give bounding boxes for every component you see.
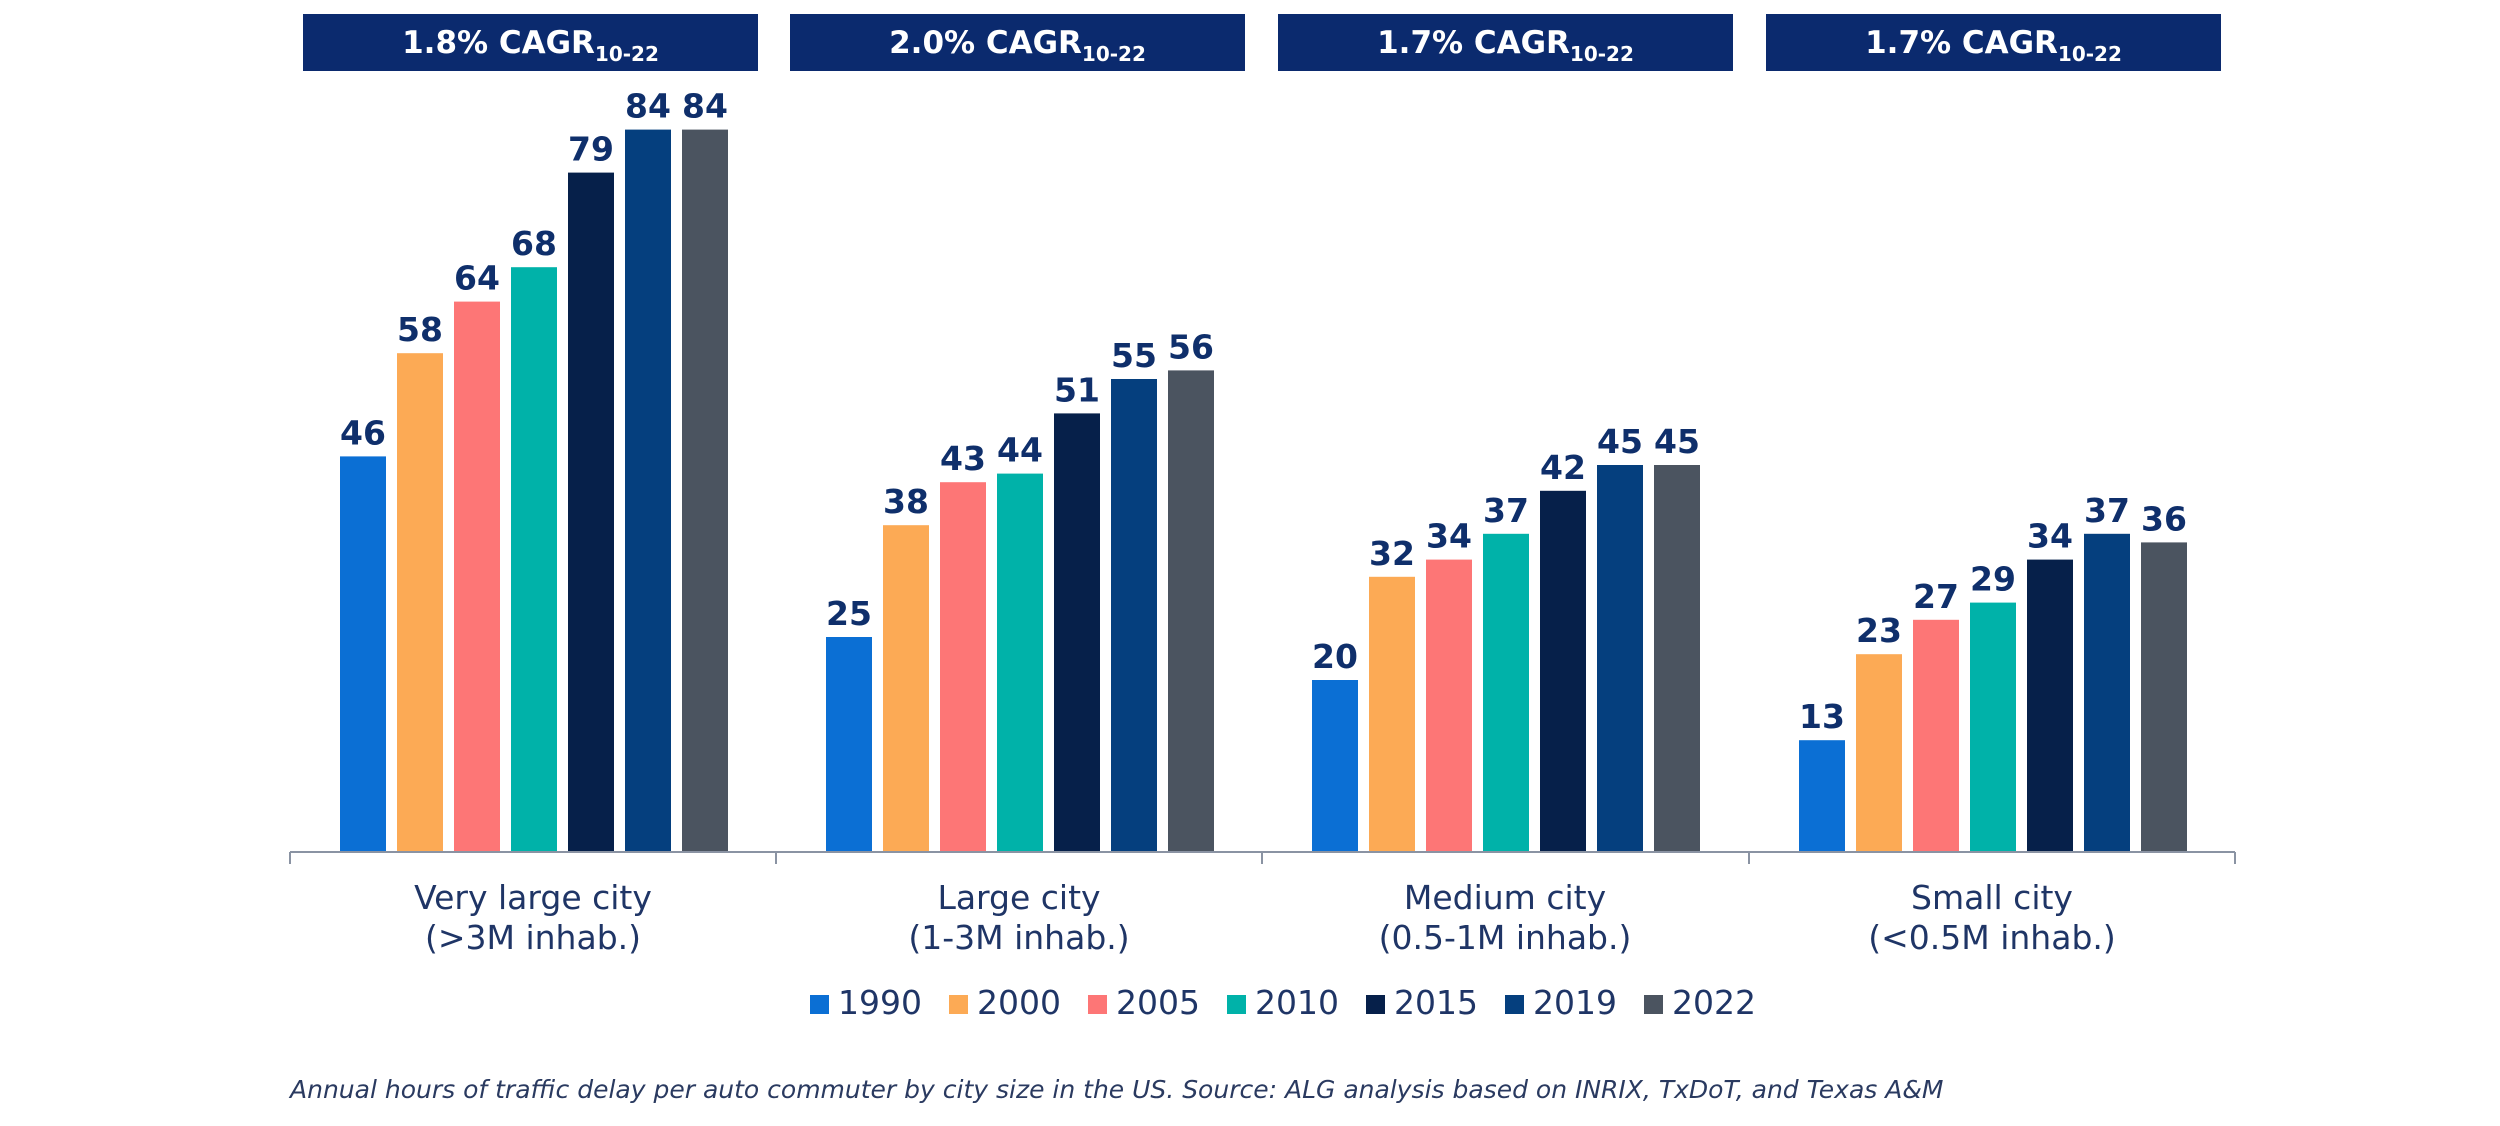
bar-2022 xyxy=(682,129,728,853)
legend-swatch-2019 xyxy=(1505,995,1524,1014)
cagr-header-box xyxy=(1278,14,1733,71)
data-label: 38 xyxy=(883,482,929,521)
data-label: 68 xyxy=(511,224,557,263)
legend-swatch-2010 xyxy=(1227,995,1246,1014)
legend-label: 2015 xyxy=(1394,983,1478,1022)
cagr-header-text: 1.7% CAGR10-22 xyxy=(1377,25,1634,66)
bar-2005 xyxy=(1426,559,1472,852)
cagr-header-box xyxy=(790,14,1245,71)
bar-2022 xyxy=(1654,465,1700,852)
data-label: 25 xyxy=(826,594,872,633)
cagr-header-text: 1.8% CAGR10-22 xyxy=(402,25,659,66)
data-label: 45 xyxy=(1654,422,1700,461)
category-label: (<0.5M inhab.) xyxy=(1868,918,2116,957)
category-label: Medium city xyxy=(1404,878,1606,917)
bar-2005 xyxy=(1913,619,1959,852)
bar-2022 xyxy=(2141,542,2187,852)
cagr-header-text: 2.0% CAGR10-22 xyxy=(889,25,1146,66)
data-label: 58 xyxy=(397,310,443,349)
data-label: 13 xyxy=(1799,697,1845,736)
data-label: 34 xyxy=(2027,517,2073,556)
category-labels: Very large city(>3M inhab.) Large city(1-… xyxy=(414,878,2116,957)
category-label: Small city xyxy=(1911,878,2073,917)
bar-2005 xyxy=(940,482,986,852)
bar-2022 xyxy=(1168,370,1214,852)
bar-2015 xyxy=(1054,413,1100,852)
category-label: (1-3M inhab.) xyxy=(908,918,1129,957)
legend-swatch-2015 xyxy=(1366,995,1385,1014)
data-label: 46 xyxy=(340,413,386,452)
bar-2010 xyxy=(511,267,557,852)
legend-label: 2010 xyxy=(1255,983,1339,1022)
data-label: 84 xyxy=(682,87,728,126)
data-label: 37 xyxy=(2084,491,2130,530)
bar-2019 xyxy=(2084,533,2130,852)
bar-2010 xyxy=(1970,602,2016,852)
legend-label: 2005 xyxy=(1116,983,1200,1022)
bar-2010 xyxy=(1483,533,1529,852)
x-axis xyxy=(289,851,2236,864)
data-label: 36 xyxy=(2141,499,2187,538)
legend-label: 2019 xyxy=(1533,983,1617,1022)
data-label: 56 xyxy=(1168,327,1214,366)
category-label: Large city xyxy=(937,878,1100,917)
data-label: 20 xyxy=(1312,637,1358,676)
bar-1990 xyxy=(1799,740,1845,852)
legend-label: 2000 xyxy=(977,983,1061,1022)
data-label: 45 xyxy=(1597,422,1643,461)
legend-swatch-2000 xyxy=(949,995,968,1014)
bar-2000 xyxy=(1369,576,1415,852)
chart-caption: Annual hours of traffic delay per auto c… xyxy=(288,1075,1943,1104)
data-label: 44 xyxy=(997,431,1043,470)
bar-2019 xyxy=(1597,465,1643,852)
cagr-header-box xyxy=(1766,14,2221,71)
data-label: 37 xyxy=(1483,491,1529,530)
data-label: 64 xyxy=(454,259,500,298)
bar-2019 xyxy=(625,129,671,853)
cagr-headers: 1.8% CAGR10-22 2.0% CAGR10-22 1.7% CAGR10-… xyxy=(303,14,2221,71)
data-label: 29 xyxy=(1970,560,2016,599)
category-label: (>3M inhab.) xyxy=(425,918,641,957)
data-label: 79 xyxy=(568,130,614,169)
data-label: 43 xyxy=(940,439,986,478)
legend-swatch-2005 xyxy=(1088,995,1107,1014)
data-label: 84 xyxy=(625,87,671,126)
bar-1990 xyxy=(826,637,872,852)
data-label: 42 xyxy=(1540,448,1586,487)
data-label: 51 xyxy=(1054,370,1100,409)
data-label: 34 xyxy=(1426,517,1472,556)
bar-2000 xyxy=(397,353,443,852)
data-label: 55 xyxy=(1111,336,1157,375)
legend: 1990 2000 2005 2010 2015 2019 2022 xyxy=(810,983,1756,1022)
data-label: 32 xyxy=(1369,534,1415,573)
bar-2000 xyxy=(1856,654,1902,852)
bar-2019 xyxy=(1111,379,1157,852)
bar-2010 xyxy=(997,473,1043,852)
data-label: 27 xyxy=(1913,577,1959,616)
bar-2005 xyxy=(454,301,500,853)
bar-2015 xyxy=(2027,559,2073,852)
data-label: 23 xyxy=(1856,611,1902,650)
cagr-header-box xyxy=(303,14,758,71)
category-label: Very large city xyxy=(414,878,652,917)
legend-swatch-1990 xyxy=(810,995,829,1014)
bar-2000 xyxy=(883,525,929,852)
bar-1990 xyxy=(340,456,386,852)
cagr-header-text: 1.7% CAGR10-22 xyxy=(1865,25,2122,66)
bar-1990 xyxy=(1312,680,1358,852)
legend-swatch-2022 xyxy=(1644,995,1663,1014)
bars-group: 46 58 64 68 79 84 84 25 38 43 44 51 55 56 20 32 34 37 42 45… xyxy=(340,87,2187,853)
legend-label: 1990 xyxy=(838,983,922,1022)
bar-2015 xyxy=(568,172,614,853)
bar-2015 xyxy=(1540,490,1586,852)
legend-label: 2022 xyxy=(1672,983,1756,1022)
category-label: (0.5-1M inhab.) xyxy=(1379,918,1632,957)
